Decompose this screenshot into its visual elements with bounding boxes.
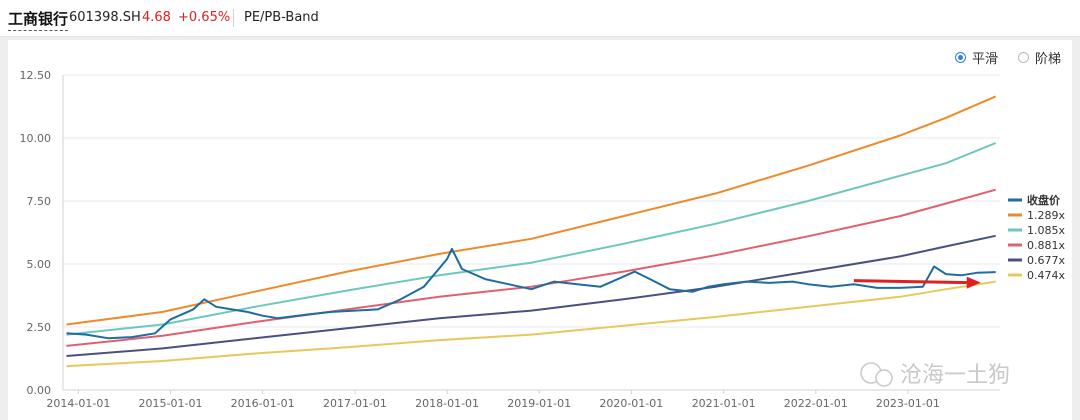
x-tick-label: 2018-01-01 — [415, 397, 479, 410]
header-bar: 工商银行 601398.SH 4.68 +0.65% PE/PB-Band — [0, 0, 1080, 37]
x-tick-label: 2019-01-01 — [507, 397, 571, 410]
chart-axes: 0.00 2.50 5.00 7.50 10.00 12.50 2014-01-01 2015… — [20, 69, 1000, 410]
legend-label: 1.085x — [1027, 224, 1065, 237]
x-tick-label: 2023-01-01 — [876, 397, 940, 410]
arrow-head — [966, 276, 981, 289]
legend-label: 0.677x — [1027, 254, 1065, 267]
stock-name-link[interactable]: 工商银行 — [8, 10, 69, 31]
header-divider — [233, 9, 234, 27]
series-line — [66, 234, 996, 357]
mode-smooth-label: 平滑 — [972, 52, 999, 67]
mode-step-label: 阶梯 — [1035, 52, 1062, 67]
y-tick-label: 0.00 — [27, 384, 52, 397]
watermark: 沧海一土狗 — [860, 362, 1010, 388]
chart-panel — [8, 40, 1072, 420]
legend-label: 1.289x — [1027, 209, 1065, 222]
x-tick-label: 2014-01-01 — [46, 397, 110, 410]
stock-code: 601398.SH — [69, 10, 141, 25]
arrow-shaft — [853, 279, 969, 285]
stock-price: 4.68 — [142, 10, 171, 25]
y-tick-label: 12.50 — [20, 69, 52, 82]
chart-series-lines — [66, 95, 997, 368]
x-tick-label: 2015-01-01 — [139, 397, 203, 410]
legend-label: 0.474x — [1027, 269, 1065, 282]
price-change: +0.65% — [178, 10, 231, 25]
y-tick-label: 10.00 — [20, 132, 52, 145]
view-title: PE/PB-Band — [244, 10, 319, 25]
mode-smooth-radio[interactable]: 平滑 — [955, 48, 998, 67]
watermark-icon-bubble — [875, 369, 893, 387]
radio-selected-icon — [955, 52, 966, 63]
series-line — [66, 95, 997, 326]
legend-label: 收盘价 — [1027, 193, 1061, 207]
y-tick-label: 2.50 — [27, 321, 52, 334]
annotation-arrow — [853, 276, 981, 289]
chart-legend[interactable]: 收盘价 1.289x 1.085x 0.881x 0.677x 0.474x — [1008, 193, 1065, 282]
x-tick-label: 2021-01-01 — [692, 397, 756, 410]
x-tick-label: 2017-01-01 — [323, 397, 387, 410]
series-line — [66, 280, 996, 368]
legend-label: 0.881x — [1027, 239, 1065, 252]
x-tick-label: 2022-01-01 — [784, 397, 848, 410]
x-tick-label: 2016-01-01 — [231, 397, 295, 410]
series-line — [66, 188, 996, 347]
mode-step-radio[interactable]: 阶梯 — [1018, 48, 1061, 67]
x-tick-label: 2020-01-01 — [599, 397, 663, 410]
chart-grid — [63, 74, 1000, 391]
radio-unselected-icon — [1018, 52, 1029, 63]
y-tick-label: 7.50 — [27, 195, 52, 208]
series-line — [66, 247, 996, 340]
watermark-text: 沧海一土狗 — [900, 363, 1010, 388]
y-tick-label: 5.00 — [27, 258, 52, 271]
